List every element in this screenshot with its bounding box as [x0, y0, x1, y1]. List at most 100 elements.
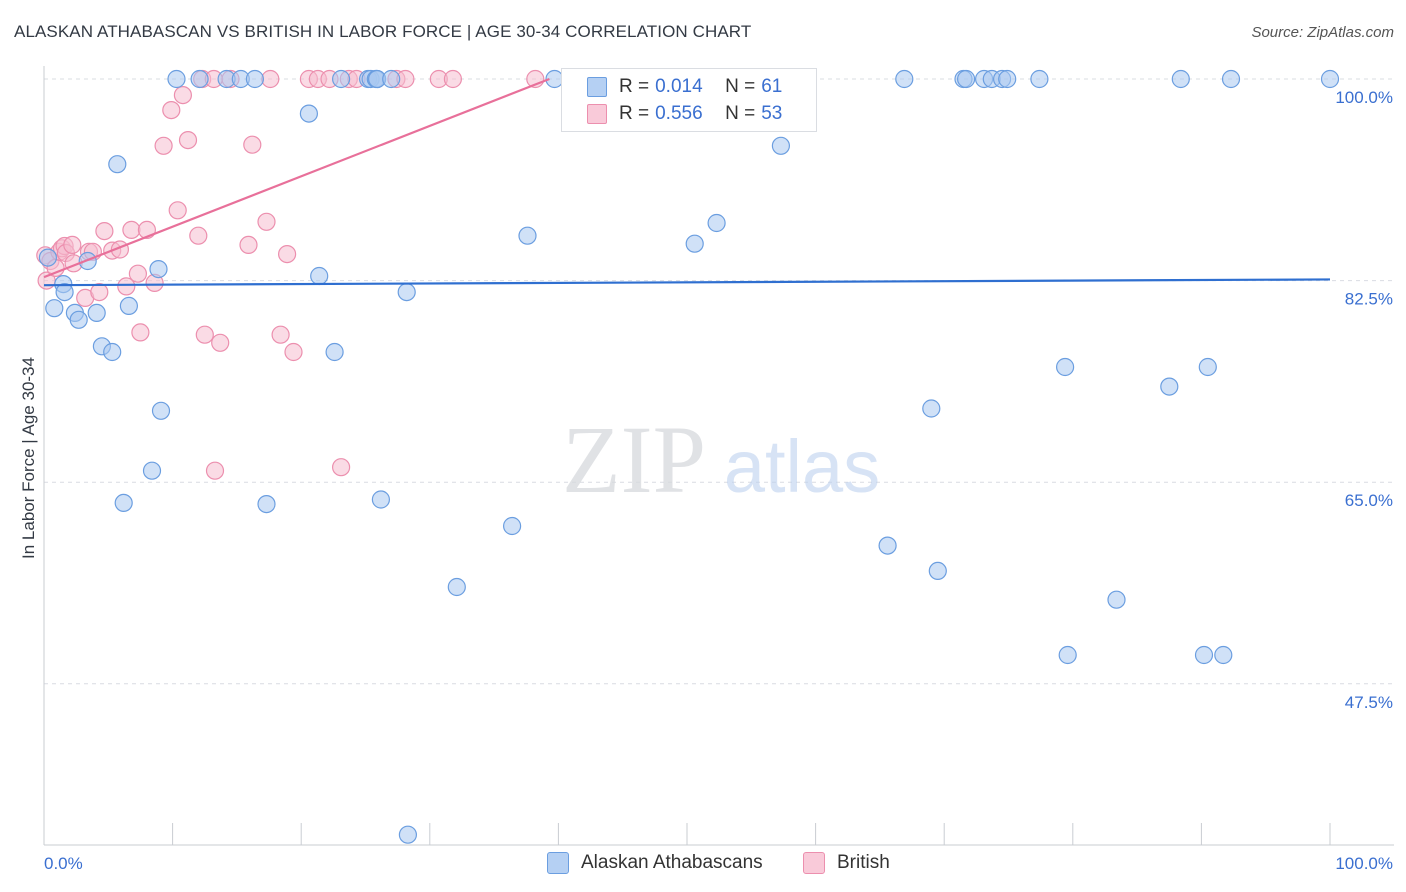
athabascan-point	[1058, 645, 1077, 665]
x-tick-label-min: 0.0%	[44, 854, 83, 873]
legend-item-british[interactable]: British	[803, 852, 890, 874]
athabascan-point	[956, 69, 976, 89]
british-point	[443, 69, 462, 89]
grid-lines	[44, 78, 1394, 685]
athabascan-point	[257, 495, 276, 514]
british-point	[257, 212, 276, 231]
legend-row-british: R = 0.556 N = 53	[587, 102, 782, 126]
legend-item-athabascans[interactable]: Alaskan Athabascans	[547, 852, 763, 874]
athabascan-point	[1055, 357, 1075, 377]
british-point	[63, 235, 82, 254]
legend-swatch-blue	[587, 77, 607, 97]
y-tick-label: 65.0%	[1345, 491, 1393, 510]
athabascan-point	[38, 248, 58, 267]
athabascan-point	[114, 493, 133, 512]
athabascan-point	[1030, 69, 1049, 89]
athabascan-point	[1320, 69, 1340, 89]
british-point	[271, 325, 290, 344]
athabascan-point	[1214, 645, 1233, 665]
legend-n-label: N =	[725, 103, 756, 124]
trend-lines	[43, 77, 1331, 287]
athabascan-point	[1107, 590, 1126, 609]
british-point	[178, 131, 198, 150]
legend-swatch-pink	[587, 104, 607, 124]
athabascan-point	[325, 342, 344, 362]
british-point	[173, 85, 192, 105]
athabascan-point	[1160, 377, 1179, 396]
athabascan-point	[502, 516, 522, 536]
athabascan-point	[707, 213, 726, 233]
athabascan-point	[149, 260, 168, 279]
athabascan-point	[142, 461, 162, 480]
legend-row-athabascan: R = 0.014 N = 61	[587, 75, 782, 99]
legend-n-value: 53	[761, 103, 783, 124]
athabascan-point	[1198, 357, 1217, 377]
athabascan-point	[299, 104, 318, 123]
british-point	[90, 283, 109, 302]
athabascan-point	[397, 283, 416, 302]
athabascan-point	[447, 577, 466, 597]
legend-r-label: R =	[619, 76, 650, 97]
source-label: Source: ZipAtlas.com	[1251, 24, 1394, 41]
british-point	[211, 333, 230, 352]
axis-labels: 100.0% 82.5% 65.0% 47.5% 0.0% 100.0%	[44, 88, 1393, 873]
british-point	[131, 323, 150, 342]
watermark-zip: ZIP	[562, 406, 706, 513]
british-point	[117, 277, 136, 296]
athabascan-point	[922, 399, 941, 418]
british-point	[168, 201, 187, 220]
legend-r-value: 0.014	[655, 76, 703, 97]
athabascan-point	[771, 136, 791, 155]
correlation-legend: R = 0.014 N = 61 R = 0.556 N = 53	[561, 68, 817, 132]
athabascan-point	[382, 69, 401, 89]
british-point	[154, 136, 173, 155]
athabascan-point	[190, 69, 209, 89]
british-point	[243, 135, 262, 154]
athabascan-trend-line	[43, 278, 1331, 287]
british-point	[128, 264, 147, 283]
chart-title: ALASKAN ATHABASCAN VS BRITISH IN LABOR F…	[14, 22, 752, 41]
british-point	[278, 245, 297, 264]
y-axis-title: In Labor Force | Age 30-34	[19, 357, 38, 559]
watermark: ZIP atlas	[562, 406, 880, 513]
british-point	[95, 222, 114, 241]
legend-swatch-blue	[547, 852, 569, 874]
british-trend-line	[43, 77, 550, 279]
legend-label: British	[837, 852, 890, 873]
athabascan-point	[310, 266, 329, 286]
athabascan-point	[928, 561, 947, 581]
athabascan-point	[998, 69, 1017, 89]
athabascan-point	[398, 825, 417, 844]
legend-n-value: 61	[761, 76, 783, 97]
athabascan-point	[103, 342, 122, 362]
legend-r-label: R =	[619, 103, 650, 124]
athabascan-point	[878, 536, 897, 555]
british-point	[189, 226, 208, 245]
athabascan-point	[1221, 69, 1241, 89]
british-point	[332, 458, 351, 477]
legend-n-label: N =	[725, 76, 756, 97]
y-tick-label: 47.5%	[1345, 693, 1393, 712]
athabascan-point	[1171, 69, 1190, 89]
athabascan-point	[108, 155, 127, 174]
british-point	[195, 325, 214, 344]
athabascan-point	[895, 69, 914, 89]
athabascan-point	[87, 303, 106, 322]
athabascan-point	[45, 299, 64, 318]
axes	[43, 66, 1394, 846]
athabascan-point	[69, 310, 88, 329]
y-tick-label: 100.0%	[1335, 88, 1393, 107]
x-tick-label-max: 100.0%	[1335, 854, 1393, 873]
athabascan-point	[518, 226, 537, 245]
watermark-atlas: atlas	[724, 425, 880, 508]
athabascan-point	[685, 234, 704, 253]
british-point	[122, 220, 141, 239]
athabascan-point	[167, 69, 186, 89]
legend-swatch-pink	[803, 852, 825, 874]
y-tick-label: 82.5%	[1345, 290, 1393, 309]
british-point	[162, 100, 181, 120]
british-point	[284, 342, 303, 362]
athabascan-point	[119, 296, 138, 315]
athabascan-point	[245, 69, 264, 89]
